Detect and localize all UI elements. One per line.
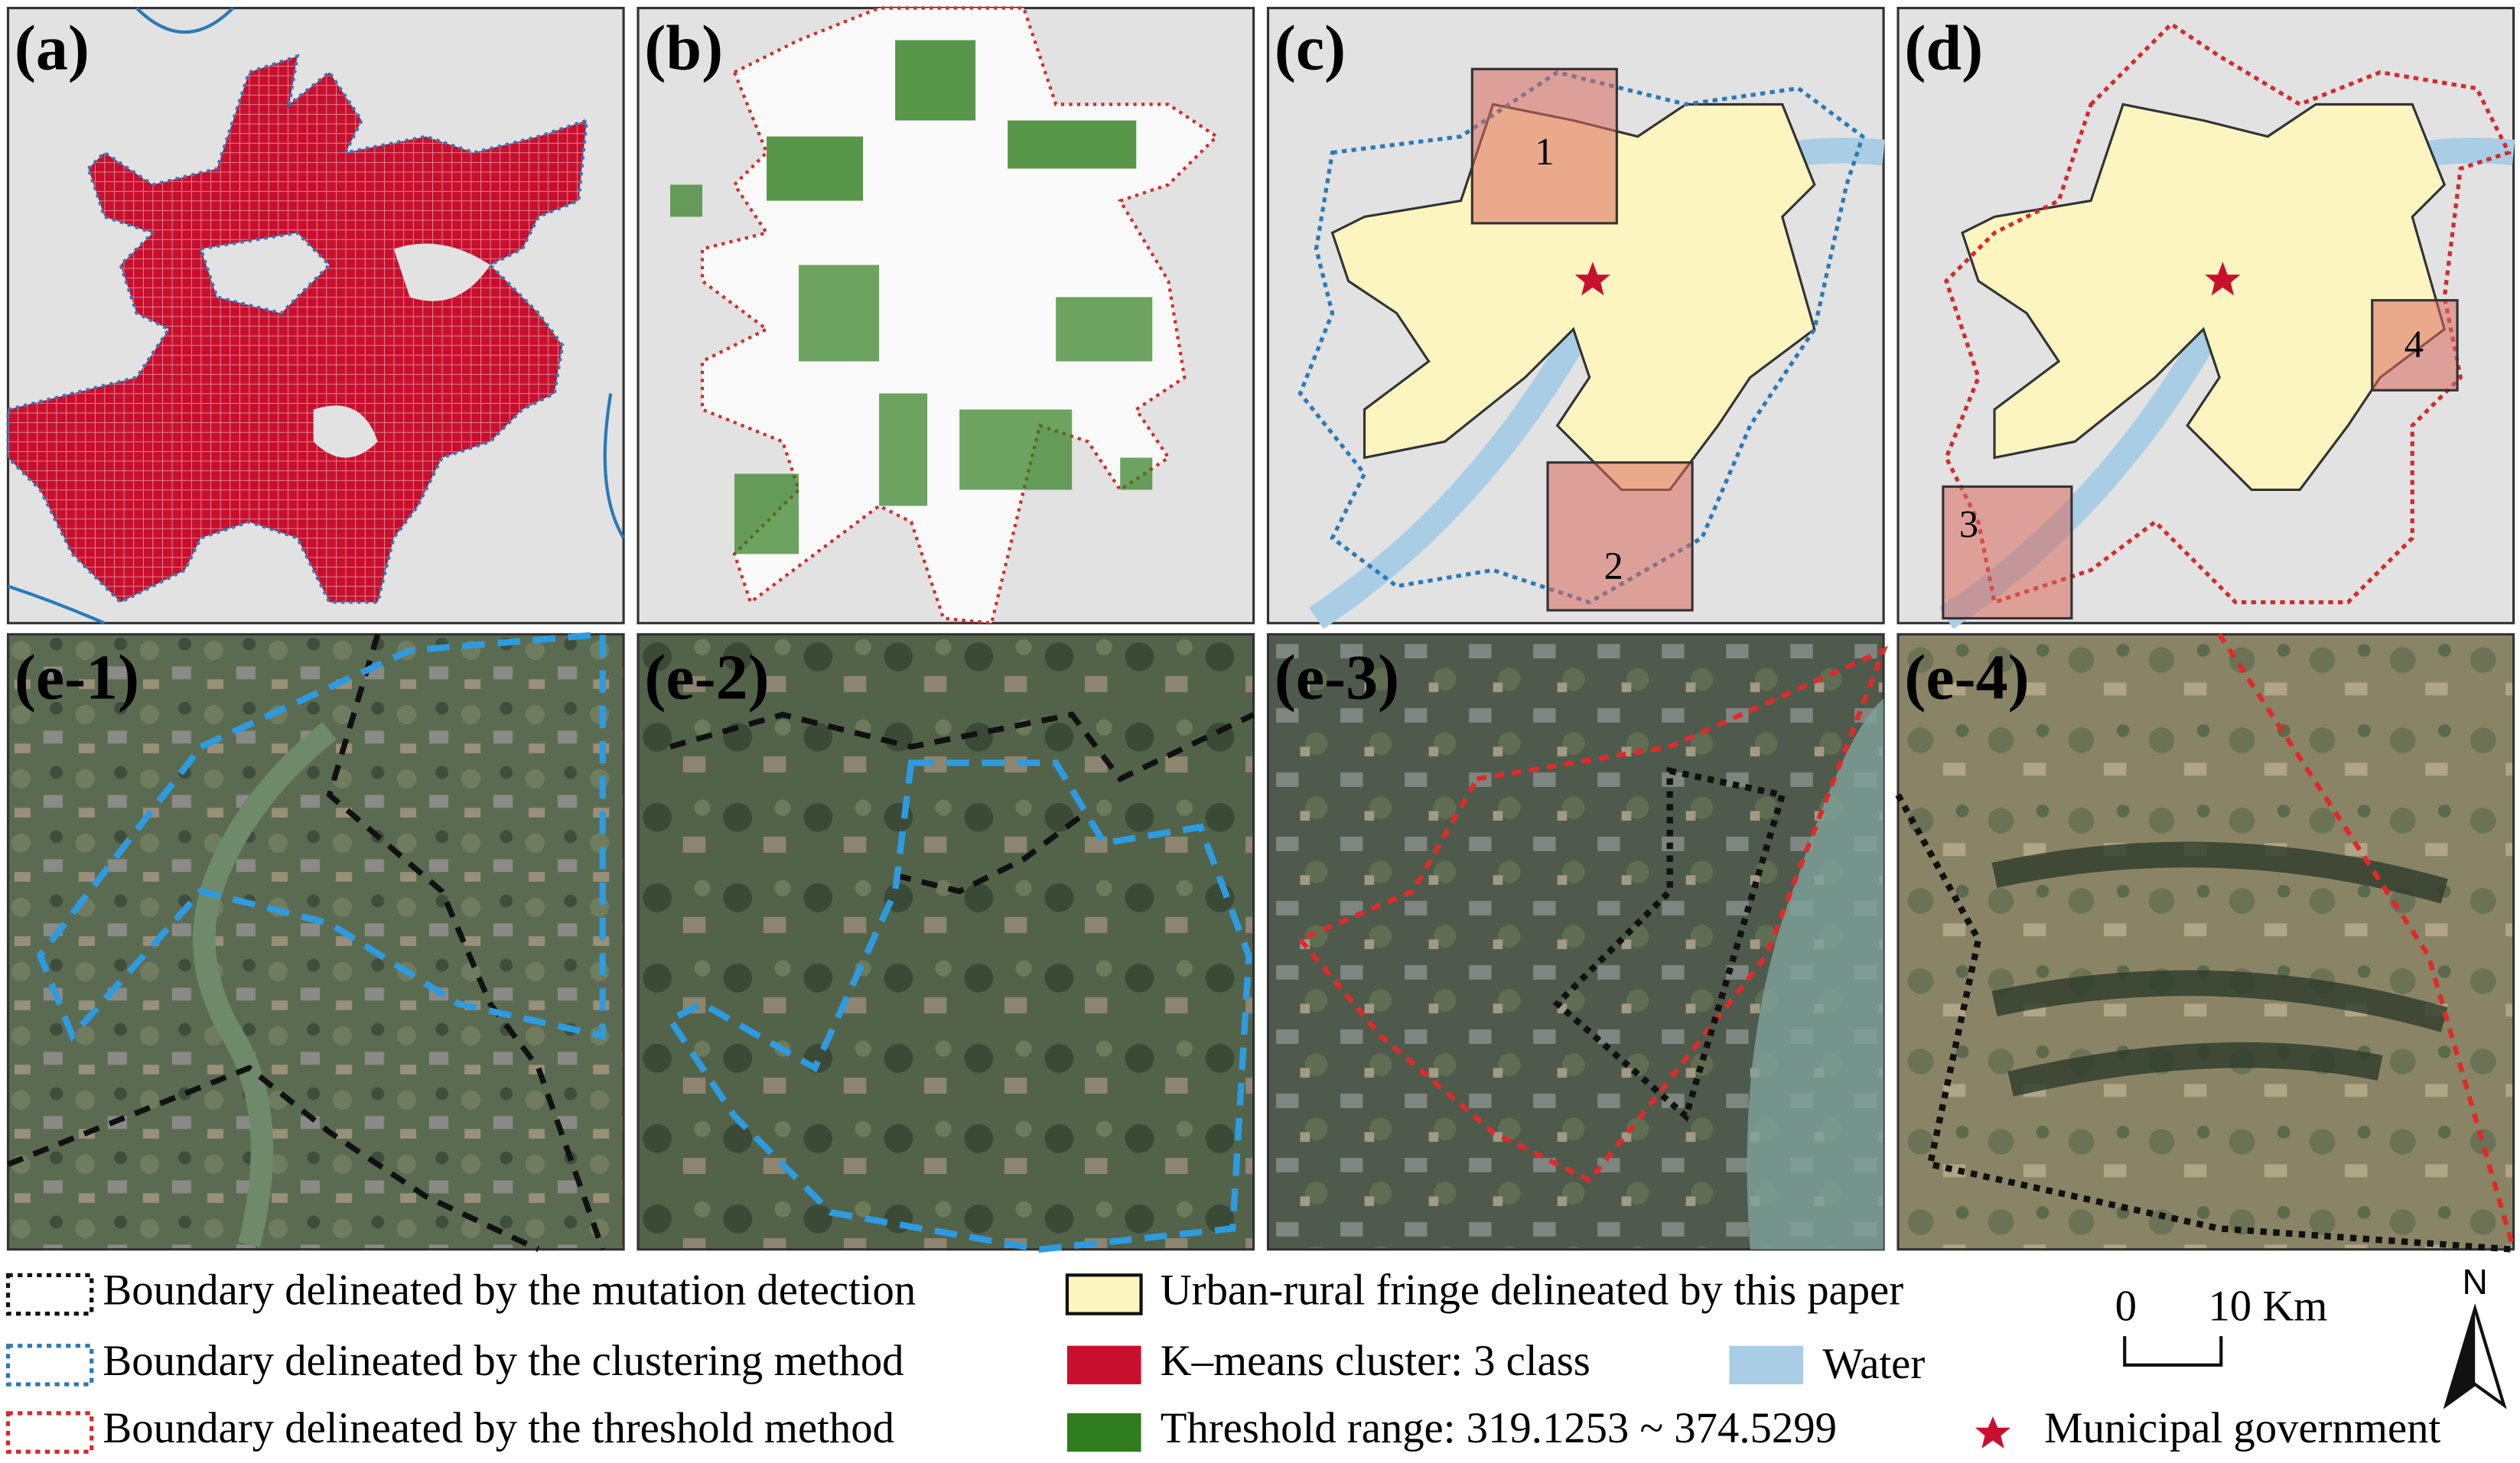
panel-a: (a) bbox=[6, 6, 625, 625]
box-label: 3 bbox=[1959, 502, 1978, 545]
legend-label: Boundary delineated by the clustering me… bbox=[103, 1337, 903, 1385]
scale-bar: 0 10 Km bbox=[2115, 1283, 2327, 1367]
legend-label: Urban-rural fringe delineated by this pa… bbox=[1161, 1266, 1903, 1315]
panel-b: (b) bbox=[637, 6, 1255, 626]
legend: Boundary delineated by the mutation dete… bbox=[5, 1266, 2440, 1454]
panel-label: (e-4) bbox=[1904, 642, 2029, 713]
scale-label: 10 Km bbox=[2208, 1283, 2327, 1331]
panel-e3: (e-3) bbox=[1266, 632, 1888, 1251]
panel-e4: (e-4) bbox=[1895, 632, 2516, 1253]
panel-d: 3 4 (d) bbox=[1897, 6, 2515, 629]
north-arrow: N bbox=[2443, 1262, 2507, 1409]
legend-label: Threshold range: 319.1253 ~ 374.5299 bbox=[1161, 1404, 1837, 1452]
panel-label: (e-1) bbox=[15, 642, 139, 713]
north-label: N bbox=[2462, 1262, 2487, 1302]
box-label: 1 bbox=[1535, 130, 1554, 173]
legend-label: Water bbox=[1822, 1340, 1925, 1388]
panel-label: (c) bbox=[1275, 12, 1346, 83]
legend-label: K–means cluster: 3 class bbox=[1161, 1337, 1590, 1385]
scale-label: 0 bbox=[2115, 1283, 2137, 1331]
panel-e2: (e-2) bbox=[637, 632, 1255, 1253]
panel-label: (b) bbox=[644, 12, 723, 83]
panel-label: (e-3) bbox=[1275, 642, 1399, 713]
panel-e1: (e-1) bbox=[6, 630, 625, 1253]
box-label: 2 bbox=[1604, 545, 1623, 587]
legend-label: Boundary delineated by the mutation dete… bbox=[103, 1266, 916, 1315]
legend-label: Municipal government bbox=[2044, 1404, 2440, 1452]
box-label: 4 bbox=[2404, 323, 2424, 366]
panel-label: (e-2) bbox=[644, 642, 769, 713]
legend-label: Boundary delineated by the threshold met… bbox=[103, 1404, 894, 1452]
panel-label: (d) bbox=[1904, 12, 1983, 83]
panel-c: 1 2 (c) bbox=[1266, 6, 1885, 629]
panel-label: (a) bbox=[15, 12, 90, 83]
